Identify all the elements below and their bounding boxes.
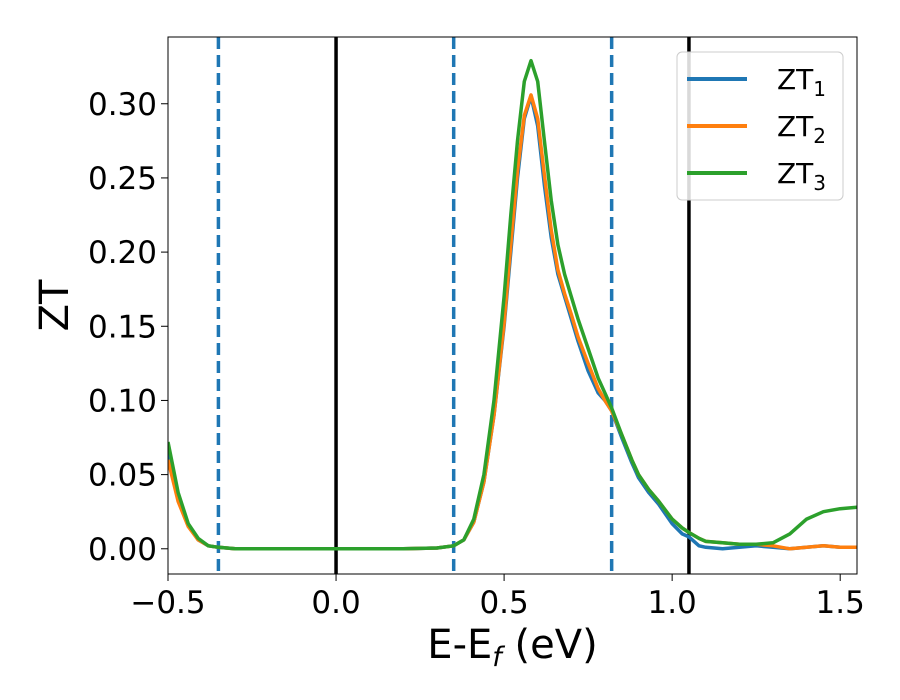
legend-label: ZT3	[777, 157, 826, 195]
y-axis-ticks: 0.00 0.05 0.10 0.15 0.20 0.25 0.30	[88, 87, 168, 568]
legend-label: ZT2	[777, 110, 826, 148]
y-tick-label: 0.15	[88, 309, 157, 345]
x-axis-label: E-Ef (eV)	[427, 622, 597, 673]
series-line-3	[168, 58, 857, 551]
x-axis-ticks: −0.5 0.0 0.5 1.0 1.5	[130, 574, 865, 621]
legend-label-main: ZT	[777, 157, 814, 190]
legend-box	[676, 51, 844, 201]
y-tick-label: 0.10	[88, 383, 157, 419]
legend-label: ZT1	[777, 63, 826, 101]
y-tick-label: 0.00	[88, 532, 157, 568]
x-tick-label: 1.5	[816, 585, 865, 621]
y-tick-label: 0.30	[88, 87, 157, 123]
y-axis-label: ZT	[32, 279, 78, 331]
reference-lines	[216, 37, 691, 574]
plot-frame	[167, 36, 858, 575]
legend-label-main: ZT	[777, 110, 814, 143]
series-lines	[168, 58, 857, 551]
x-tick-label: 0.0	[311, 585, 360, 621]
y-tick-label: 0.05	[88, 458, 157, 494]
x-axis-label-main: E-E	[427, 622, 492, 668]
legend-label-subscript: 2	[813, 124, 826, 148]
x-tick-label: 0.5	[479, 585, 528, 621]
legend-label-subscript: 1	[813, 77, 826, 101]
x-tick-label: 1.0	[647, 585, 696, 621]
x-tick-label: −0.5	[130, 585, 205, 621]
legend-label-main: ZT	[777, 63, 814, 96]
y-tick-label: 0.20	[88, 235, 157, 271]
legend-label-subscript: 3	[813, 171, 826, 195]
x-axis-label-unit: (eV)	[502, 622, 598, 668]
y-tick-label: 0.25	[88, 161, 157, 197]
